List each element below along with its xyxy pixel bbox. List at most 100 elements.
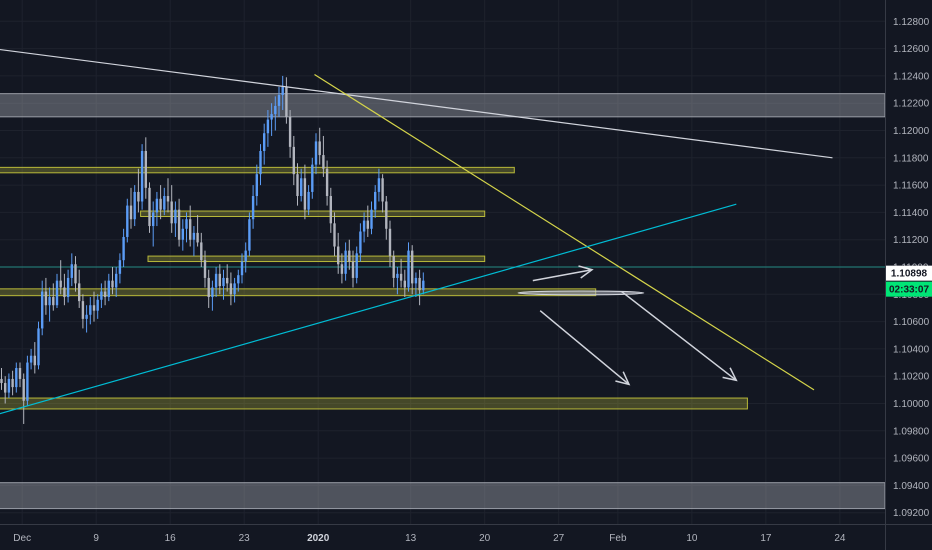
candle-body (33, 355, 36, 366)
candle-body (129, 205, 133, 220)
candle-body (337, 246, 340, 265)
candle-body (218, 273, 221, 287)
candle-body (44, 291, 48, 306)
candle-body (407, 250, 410, 288)
yellow-trendline (314, 74, 815, 391)
candle-body (348, 250, 351, 262)
candle-body (74, 264, 77, 284)
candle-body (18, 368, 22, 379)
candle-body (185, 219, 188, 229)
candle-body (226, 277, 229, 284)
white-trendline (0, 48, 833, 159)
candle-body (259, 150, 262, 175)
candle-body (140, 150, 144, 202)
candle-body (115, 273, 118, 288)
arrow-down-mid-shaft (539, 310, 630, 385)
candle-body (111, 280, 114, 288)
candle-body (233, 283, 236, 295)
candle-body (388, 228, 392, 257)
candle-body (370, 209, 373, 229)
candle-body (133, 191, 136, 220)
candle-body (96, 299, 99, 311)
price-tick-label: 1.12000 (893, 126, 930, 137)
candle-body (207, 277, 210, 298)
candle-body (377, 178, 381, 192)
candle-body (196, 232, 199, 243)
price-labels: 1.10898 02:33:07 (886, 265, 932, 297)
candle-body (307, 191, 310, 210)
candle-body (374, 191, 377, 210)
candle-body (355, 253, 358, 278)
candle-body (181, 228, 184, 240)
candle-body (103, 291, 107, 298)
candle-body (263, 133, 266, 151)
candle-body (255, 174, 258, 197)
zone-yellow-5 (0, 397, 748, 410)
candle-body (118, 260, 122, 274)
candle-body (107, 280, 110, 298)
candle-body (214, 273, 218, 288)
candle-body (92, 305, 96, 311)
candle-body (41, 291, 44, 329)
candle-body (311, 164, 314, 192)
candle-body (152, 212, 155, 227)
candle-body (240, 261, 244, 276)
candle-body (137, 191, 140, 202)
candle-body (229, 283, 233, 295)
candle-body (248, 219, 251, 251)
candle-body (251, 196, 255, 220)
candle-body (403, 280, 406, 288)
candle-body (277, 95, 281, 106)
arrow-down-right-head (722, 367, 738, 382)
candle-body (237, 275, 240, 284)
price-tick-label: 1.09400 (893, 481, 930, 492)
price-tick-label: 1.09800 (893, 426, 930, 437)
candle-body (144, 150, 147, 188)
price-tick-label: 1.10600 (893, 317, 930, 328)
arrow-up-right-head (578, 265, 594, 279)
candle-body (381, 178, 384, 202)
candle-body (314, 141, 318, 165)
price-tick-label: 1.11800 (893, 153, 929, 164)
candle-body (15, 368, 18, 388)
candle-body (396, 273, 399, 278)
candle-body (155, 198, 159, 213)
candle-body (174, 209, 177, 224)
price-tick-label: 1.09200 (893, 508, 930, 519)
candle-body (385, 201, 388, 229)
candle-body (122, 236, 125, 261)
zone-gray-lower (0, 482, 886, 510)
candle-body (63, 287, 66, 298)
ellipse-highlight (517, 290, 645, 296)
price-tick-label: 1.10200 (893, 372, 930, 383)
price-tick-label: 1.11400 (893, 208, 929, 219)
drawings (0, 48, 833, 415)
candle-body (37, 328, 40, 366)
candle-body (89, 305, 92, 315)
candle-body (85, 314, 88, 319)
price-tick-label: 1.09600 (893, 454, 930, 465)
candle-body (7, 378, 11, 393)
candle-body (66, 277, 70, 298)
time-tick-label: 24 (834, 533, 846, 544)
candle-body (340, 264, 344, 274)
zone-yellow-3 (147, 255, 486, 263)
time-axis[interactable]: Dec 9 16 23 2020 13 20 27 Feb 10 17 24 (13, 533, 846, 544)
candle-body (422, 280, 425, 291)
price-tick-label: 1.12600 (893, 44, 930, 55)
candle-body (296, 174, 299, 197)
countdown-badge (886, 281, 932, 297)
candle-body (244, 250, 247, 262)
candle-body (288, 116, 292, 147)
candle-body (222, 277, 225, 287)
arrow-down-mid-head (615, 371, 631, 386)
candle-body (303, 178, 307, 210)
candle-body (351, 261, 355, 278)
candle-body (292, 146, 295, 175)
time-tick-label: 13 (405, 533, 417, 544)
candle-body (163, 196, 166, 210)
cyan-trendline (0, 203, 737, 415)
candle-body (126, 205, 129, 237)
candle-body (170, 201, 173, 224)
candle-body (159, 198, 162, 210)
